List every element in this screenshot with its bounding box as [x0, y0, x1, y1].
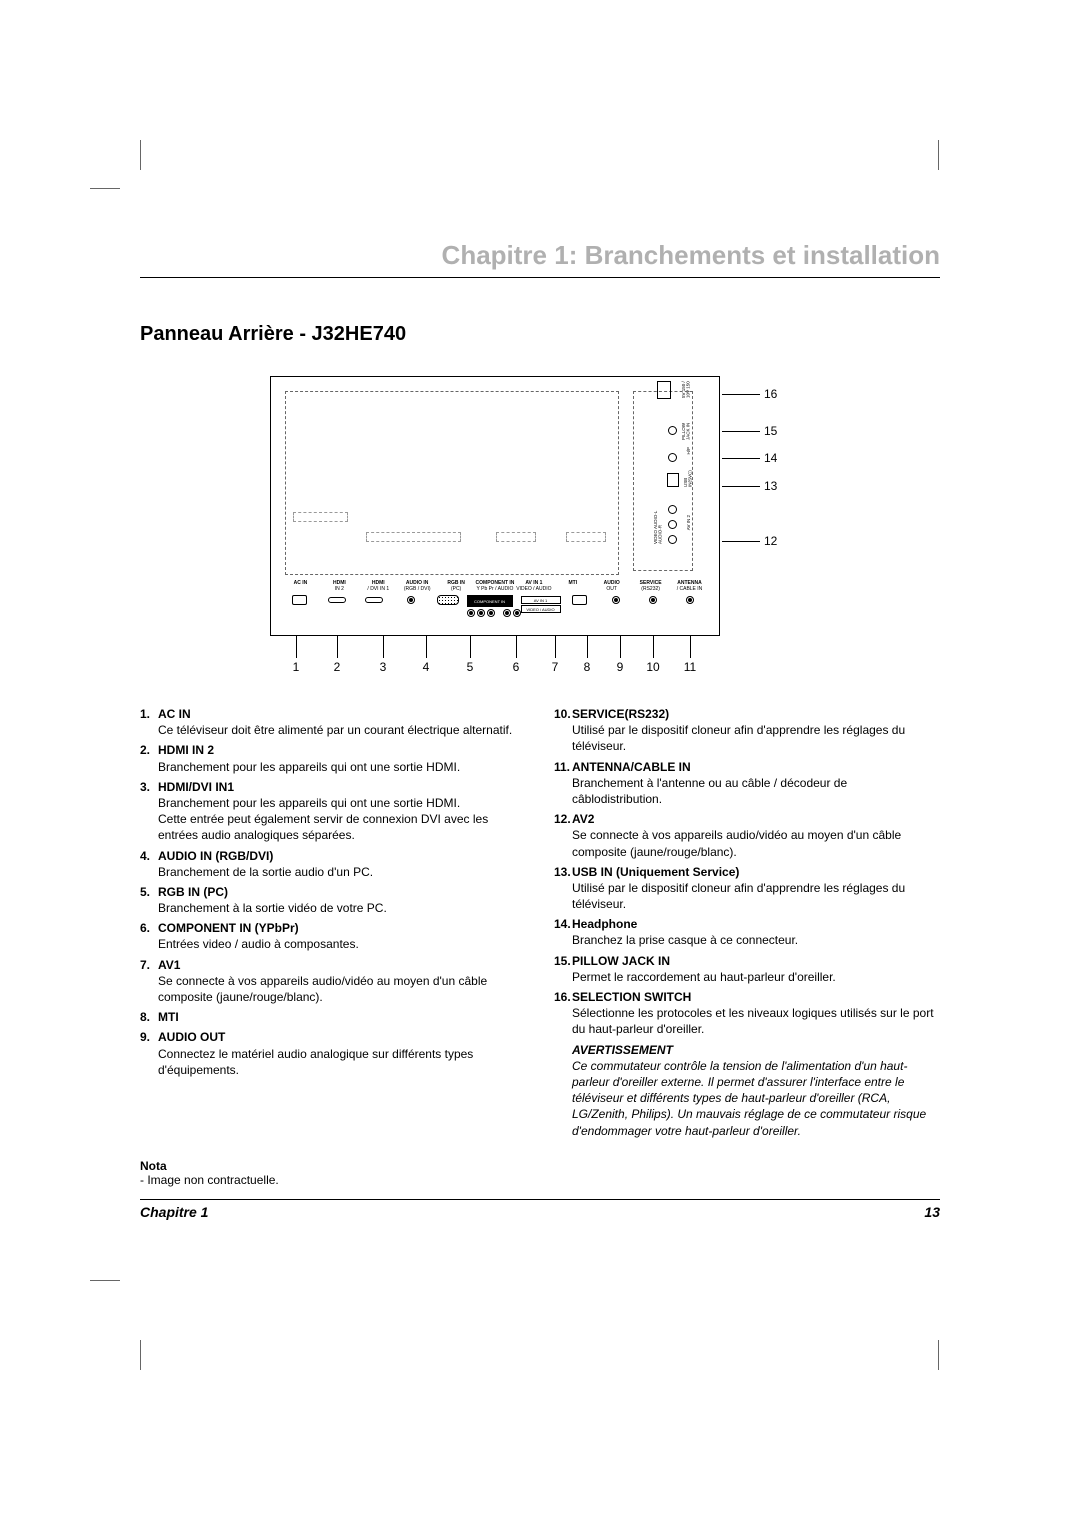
description-item: 15.PILLOW JACK INPermet le raccordement … — [554, 953, 940, 985]
nota-block: Nota - Image non contractuelle. — [140, 1159, 940, 1187]
description-item: 6.COMPONENT IN (YPbPr)Entrées video / au… — [140, 920, 526, 952]
port-connector — [429, 595, 466, 617]
description-item: 13.USB IN (Uniquement Service)Utilisé pa… — [554, 864, 940, 913]
port-label: ANTENNA/ CABLE IN — [670, 581, 709, 592]
callout-number: 13 — [764, 479, 777, 493]
callout-number: 7 — [552, 660, 559, 674]
callout-number: 1 — [293, 660, 300, 674]
description-item: 5.RGB IN (PC)Branchement à la sortie vid… — [140, 884, 526, 916]
port-connector: AV IN 1VIDEO / AUDIO — [521, 595, 561, 617]
callout-number: 11 — [684, 660, 696, 674]
port-label: AUDIOOUT — [592, 581, 631, 592]
bottom-port-strip: AC INHDMIIN 2HDMI/ DVI IN 1AUDIO IN(RGB … — [281, 581, 709, 629]
port-connector — [635, 595, 672, 617]
description-item: 16.SELECTION SWITCHSélectionne les proto… — [554, 989, 940, 1038]
tv-back-panel: 5V 150 / 10V 150 PILLOW JACK IN H/P USB … — [270, 376, 720, 636]
port-label: HDMI/ DVI IN 1 — [359, 581, 398, 592]
footer-right: 13 — [924, 1204, 940, 1220]
callout-number: 5 — [467, 660, 474, 674]
callout-number: 15 — [764, 424, 777, 438]
port-connector — [392, 595, 429, 617]
callout-number: 16 — [764, 387, 777, 401]
document-page: Chapitre 1: Branchements et installation… — [140, 200, 940, 1220]
description-item: 4.AUDIO IN (RGB/DVI)Branchement de la so… — [140, 848, 526, 880]
port-label: AUDIO IN(RGB / DVI) — [398, 581, 437, 592]
nota-line: - Image non contractuelle. — [140, 1173, 940, 1187]
port-label: COMPONENT INY Pb Pr / AUDIO — [476, 581, 515, 592]
column-right: 10.SERVICE(RS232)Utilisé par le disposit… — [554, 706, 940, 1143]
description-item: 1.AC INCe téléviseur doit être alimenté … — [140, 706, 526, 738]
description-item: 7.AV1Se connecte à vos appareils audio/v… — [140, 957, 526, 1006]
callout-number: 2 — [334, 660, 341, 674]
description-item: 8.MTI — [140, 1009, 526, 1025]
description-item: 2.HDMI IN 2Branchement pour les appareil… — [140, 742, 526, 774]
port-connector: COMPONENT IN — [467, 595, 521, 617]
section-title: Panneau Arrière - J32HE740 — [140, 323, 940, 346]
port-connector — [561, 595, 598, 617]
port-connector — [672, 595, 709, 617]
port-label: AC IN — [281, 581, 320, 592]
callout-number: 9 — [617, 660, 624, 674]
callout-number: 10 — [646, 660, 659, 674]
port-connector — [355, 595, 392, 617]
warning-block: AVERTISSEMENTCe commutateur contrôle la … — [554, 1042, 940, 1139]
port-label: SERVICE(RS232) — [631, 581, 670, 592]
port-connector — [281, 595, 318, 617]
nota-title: Nota — [140, 1159, 940, 1173]
footer-left: Chapitre 1 — [140, 1204, 208, 1220]
description-columns: 1.AC INCe téléviseur doit être alimenté … — [140, 706, 940, 1143]
callouts-bottom: 1 2 3 4 5 6 7 8 9 10 11 — [270, 636, 720, 676]
description-item: 9.AUDIO OUTConnectez le matériel audio a… — [140, 1029, 526, 1078]
description-item: 11.ANTENNA/CABLE INBranchement à l'anten… — [554, 759, 940, 808]
port-label: RGB IN(PC) — [437, 581, 476, 592]
description-item: 3.HDMI/DVI IN1Branchement pour les appar… — [140, 779, 526, 844]
callouts-right: 16 15 14 13 12 — [730, 376, 800, 666]
port-connector — [318, 595, 355, 617]
description-item: 12.AV2Se connecte à vos appareils audio/… — [554, 811, 940, 860]
column-left: 1.AC INCe téléviseur doit être alimenté … — [140, 706, 526, 1143]
port-label: HDMIIN 2 — [320, 581, 359, 592]
description-item: 14.HeadphoneBranchez la prise casque à c… — [554, 916, 940, 948]
callout-number: 6 — [513, 660, 520, 674]
port-label: MTI — [553, 581, 592, 592]
page-footer: Chapitre 1 13 — [140, 1199, 940, 1220]
port-label: AV IN 1VIDEO / AUDIO — [514, 581, 553, 592]
callout-number: 8 — [584, 660, 591, 674]
callout-number: 3 — [380, 660, 387, 674]
port-label: 5V 150 / 10V 150 — [682, 381, 691, 399]
description-item: 10.SERVICE(RS232)Utilisé par le disposit… — [554, 706, 940, 755]
chapter-title: Chapitre 1: Branchements et installation — [140, 240, 940, 278]
callout-number: 14 — [764, 451, 777, 465]
callout-number: 4 — [423, 660, 430, 674]
callout-number: 12 — [764, 534, 777, 548]
port-connector — [598, 595, 635, 617]
rear-panel-diagram: 5V 150 / 10V 150 PILLOW JACK IN H/P USB … — [270, 376, 810, 676]
